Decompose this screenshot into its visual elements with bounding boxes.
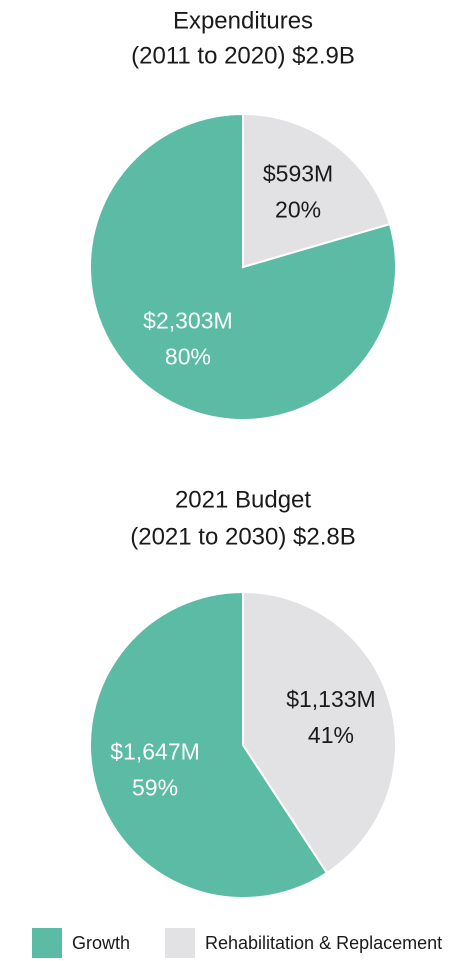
pie-slice bbox=[242, 590, 397, 875]
chart-subtitle: (2021 to 2030) $2.8B bbox=[130, 523, 356, 550]
legend-swatch bbox=[32, 928, 62, 958]
share-label: 41% bbox=[308, 722, 354, 748]
legend-swatch bbox=[165, 928, 195, 958]
legend-label: Rehabilitation & Replacement bbox=[205, 933, 442, 953]
value-label: $1,133M bbox=[286, 686, 376, 712]
pie-slice bbox=[89, 590, 329, 899]
chart-subtitle: (2011 to 2020) $2.9B bbox=[131, 42, 355, 69]
chart-title: Expenditures bbox=[173, 7, 313, 34]
legend-label: Growth bbox=[72, 933, 130, 953]
value-label: $593M bbox=[263, 161, 333, 187]
value-label: $1,647M bbox=[110, 738, 200, 764]
chart-title: 2021 Budget bbox=[175, 486, 311, 513]
value-label: $2,303M bbox=[143, 308, 233, 334]
share-label: 20% bbox=[275, 197, 321, 223]
share-label: 59% bbox=[132, 774, 178, 800]
pie-slice bbox=[242, 112, 392, 269]
share-label: 80% bbox=[165, 344, 211, 370]
